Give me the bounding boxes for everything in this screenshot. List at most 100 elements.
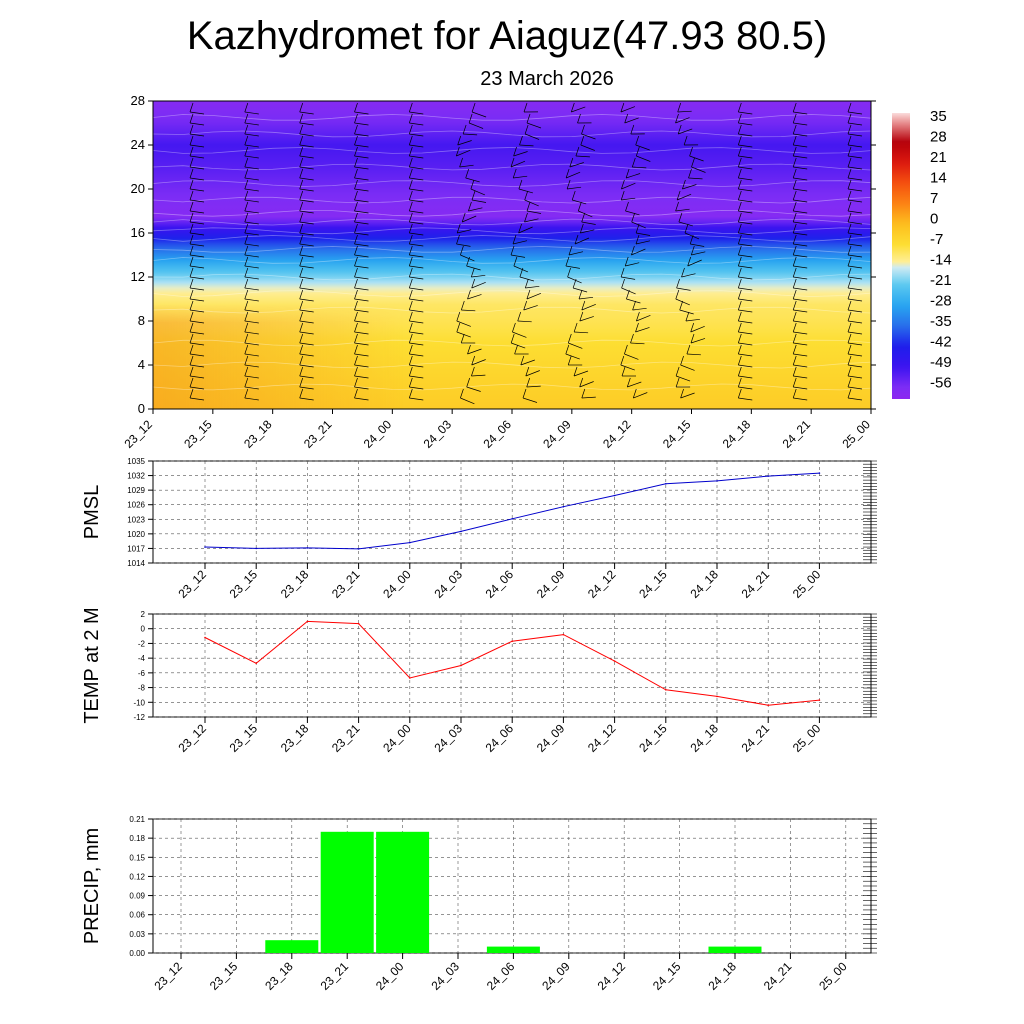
wind-barb xyxy=(299,298,314,302)
wind-barb xyxy=(299,276,314,280)
wind-barb xyxy=(465,177,480,183)
wind-barb xyxy=(517,320,532,323)
wind-barb-flag xyxy=(625,168,630,179)
wind-barb xyxy=(793,243,808,247)
wind-barb-flag xyxy=(460,245,464,256)
y-tick-label: 0.06 xyxy=(129,911,145,920)
wind-barb-flag xyxy=(630,124,635,135)
y-tick-label: 1014 xyxy=(127,559,145,568)
wind-barb-flag xyxy=(682,179,686,190)
wind-barb xyxy=(569,162,584,168)
wind-barb xyxy=(847,298,863,302)
wind-barb xyxy=(299,177,314,181)
wind-barb-flag xyxy=(455,146,460,157)
wind-barb-flag xyxy=(189,234,194,245)
wind-barb xyxy=(793,364,808,368)
x-tick-label: 25_00 xyxy=(839,417,873,451)
wind-barb-flag xyxy=(632,388,637,399)
wind-barb xyxy=(738,353,753,357)
wind-barb-flag xyxy=(792,388,797,399)
wind-barb-flag xyxy=(847,223,852,234)
wind-barb xyxy=(244,133,259,137)
x-tick-label: 24_06 xyxy=(484,959,518,993)
wind-barb xyxy=(513,151,528,157)
wind-barb-flag xyxy=(792,113,797,124)
wind-barb xyxy=(299,221,314,225)
wind-barb-flag xyxy=(737,344,742,355)
wind-barb-flag xyxy=(621,179,625,190)
temp2m-axis-label: TEMP at 2 M xyxy=(81,607,103,723)
y-tick-label: 1020 xyxy=(127,530,145,539)
wind-barb-flag xyxy=(408,278,413,289)
wind-barb xyxy=(738,133,753,137)
wind-barb-flag xyxy=(189,190,194,201)
wind-barb xyxy=(244,276,259,280)
wind-barb-flag xyxy=(189,157,194,168)
wind-barb xyxy=(565,171,581,179)
wind-barb xyxy=(847,144,863,148)
wind-barb xyxy=(568,251,584,256)
colorbar-label: 14 xyxy=(930,170,947,187)
wind-barb-flag xyxy=(621,278,625,289)
wind-barb-flag xyxy=(635,135,640,146)
wind-barb xyxy=(524,218,539,223)
wind-barb xyxy=(632,166,647,169)
wind-barb-flag xyxy=(299,300,304,311)
wind-barb-flag xyxy=(354,333,358,344)
wind-barb-flag xyxy=(518,179,523,190)
wind-barb xyxy=(409,364,424,368)
wind-barb xyxy=(793,144,808,148)
wind-barb xyxy=(738,364,753,368)
contour-line xyxy=(152,246,872,253)
wind-barb xyxy=(689,155,704,162)
wind-barb xyxy=(632,307,647,311)
wind-barb xyxy=(467,348,482,355)
wind-barb xyxy=(847,210,863,214)
wind-barb xyxy=(299,309,314,313)
wind-barb xyxy=(244,309,259,313)
colorbar-label: -49 xyxy=(930,354,952,371)
x-tick-label: 24_18 xyxy=(705,959,739,993)
wind-barb xyxy=(847,166,863,170)
wind-barb xyxy=(244,254,259,258)
precip-panel: 0.00 0.03 0.06 0.09 0.12 0.15 0.18 0.21 23_12 23_… xyxy=(81,815,877,993)
y-tick-label: -4 xyxy=(138,654,146,663)
y-tick-label: 1017 xyxy=(127,544,145,553)
temp2m-point xyxy=(511,640,513,642)
wind-barb-flag xyxy=(189,256,194,267)
x-tick-label: 23_15 xyxy=(227,567,261,601)
x-tick-label: 24_12 xyxy=(585,567,619,601)
x-tick-label: 24_21 xyxy=(780,417,814,451)
wind-barb xyxy=(457,140,472,146)
wind-barb xyxy=(456,331,471,338)
wind-barb xyxy=(581,221,596,225)
wind-barb xyxy=(573,370,589,377)
wind-barb-flag xyxy=(522,388,527,399)
colorbar-label: -56 xyxy=(930,375,952,392)
wind-barb xyxy=(354,353,369,357)
x-tick-label: 23_12 xyxy=(175,567,209,601)
pmsl-point xyxy=(306,547,309,549)
wind-barb-flag xyxy=(244,179,249,190)
wind-barb-flag xyxy=(792,223,797,234)
wind-barb-flag xyxy=(468,201,472,212)
wind-barb xyxy=(354,188,369,192)
wind-barb-flag xyxy=(847,234,852,245)
wind-barb-flag xyxy=(471,355,476,366)
wind-barb-flag xyxy=(354,322,358,333)
wind-barb-flag xyxy=(635,223,640,234)
wind-barb-flag xyxy=(189,388,194,399)
wind-barb xyxy=(354,166,369,170)
wind-barb-flag xyxy=(580,135,585,146)
y-tick-label: 1029 xyxy=(127,486,145,495)
wind-barb xyxy=(565,353,580,360)
wind-barb xyxy=(189,122,205,126)
wind-barb xyxy=(409,276,424,280)
wind-barb-flag xyxy=(675,201,679,212)
x-tick-label: 23_21 xyxy=(318,959,352,993)
wind-barb-flag xyxy=(299,366,304,377)
wind-barb xyxy=(847,221,863,225)
wind-barb-flag xyxy=(299,146,304,157)
wind-barb-flag xyxy=(737,212,742,223)
